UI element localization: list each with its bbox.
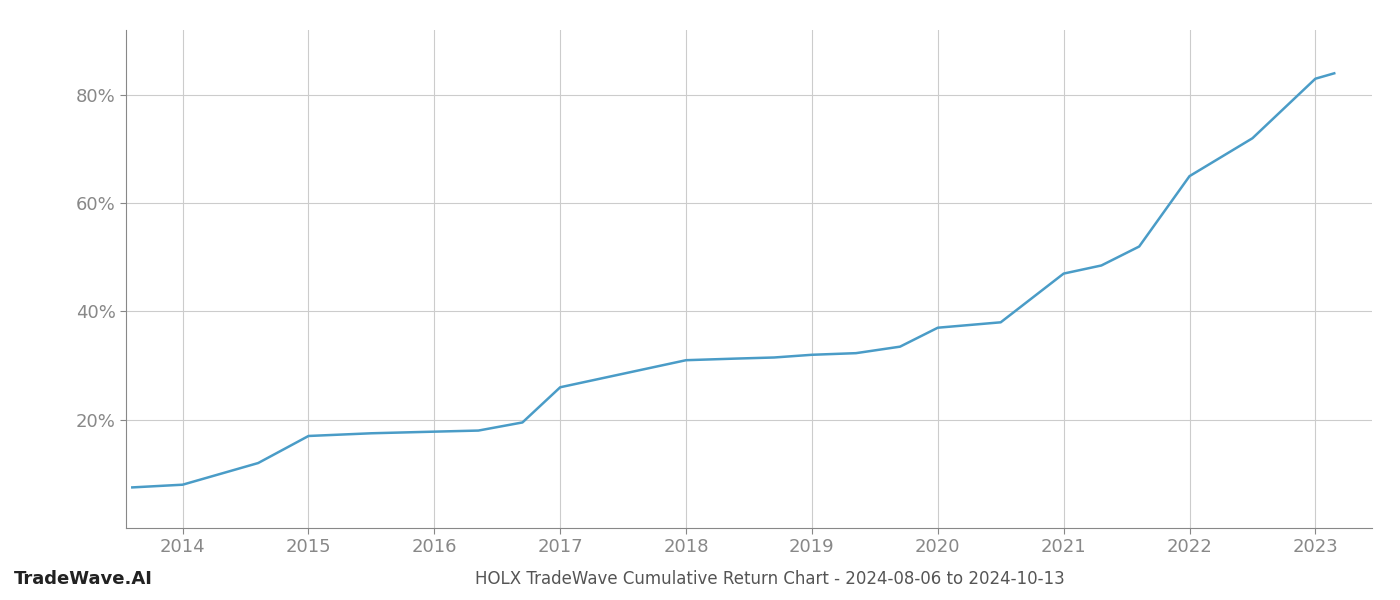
- Text: HOLX TradeWave Cumulative Return Chart - 2024-08-06 to 2024-10-13: HOLX TradeWave Cumulative Return Chart -…: [475, 570, 1065, 588]
- Text: TradeWave.AI: TradeWave.AI: [14, 570, 153, 588]
